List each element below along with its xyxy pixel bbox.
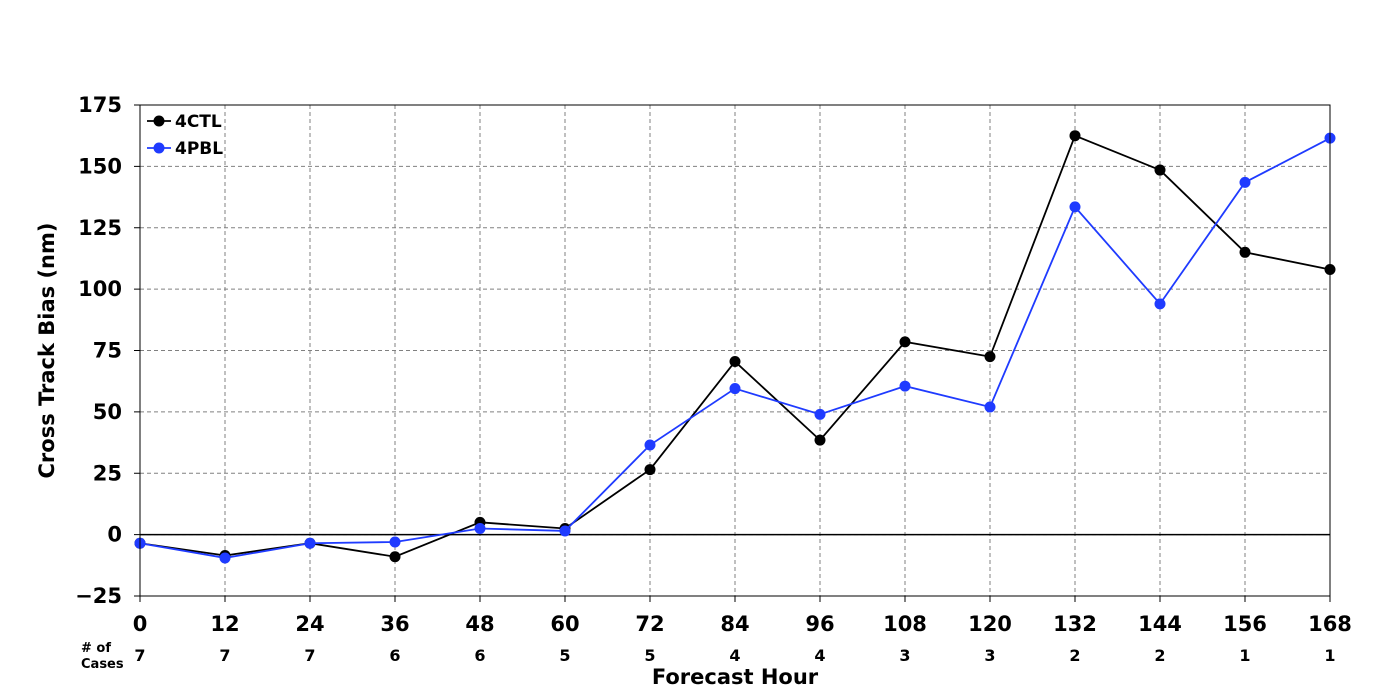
x-tick-label: 156	[1223, 612, 1267, 636]
cases-count: 6	[389, 646, 400, 665]
y-axis-ticks: 175 150 125 100 75 50 25 0 −25	[75, 93, 140, 608]
legend-item-4PBL: 4PBL	[147, 139, 223, 159]
x-tick-label: 144	[1138, 612, 1182, 636]
legend-label: 4PBL	[175, 139, 223, 159]
cases-count: 2	[1154, 646, 1165, 665]
y-tick-label: 125	[78, 216, 122, 240]
data-point-4CTL-72	[644, 464, 656, 476]
cases-count: 7	[219, 646, 230, 665]
grid-lines	[140, 105, 1330, 596]
legend-marker-swatch	[153, 142, 165, 154]
y-tick-label: 75	[93, 339, 122, 363]
data-point-4CTL-36	[389, 551, 401, 563]
cases-count: 5	[644, 646, 655, 665]
data-point-4CTL-144	[1154, 164, 1166, 176]
data-point-4CTL-132	[1069, 130, 1081, 142]
data-point-4PBL-60	[559, 525, 571, 537]
x-tick-label: 96	[805, 612, 834, 636]
x-tick-label: 132	[1053, 612, 1097, 636]
legend-marker-swatch	[153, 115, 165, 127]
x-tick-label: 72	[635, 612, 664, 636]
x-tick-label: 120	[968, 612, 1012, 636]
legend-item-4CTL: 4CTL	[147, 112, 222, 132]
data-point-4PBL-96	[814, 408, 826, 420]
data-point-4CTL-84	[729, 356, 741, 368]
cases-count: 6	[474, 646, 485, 665]
cases-row-label-line1: # of	[81, 641, 111, 656]
data-point-4PBL-84	[729, 383, 741, 395]
data-point-4PBL-132	[1069, 201, 1081, 213]
x-tick-label: 108	[883, 612, 927, 636]
y-tick-label: 25	[93, 461, 122, 485]
data-point-4PBL-120	[984, 401, 996, 413]
cases-count: 4	[814, 646, 825, 665]
x-axis-label: Forecast Hour	[652, 665, 819, 689]
data-point-4PBL-24	[304, 537, 316, 549]
x-tick-label: 60	[550, 612, 579, 636]
x-axis-ticks: 0 12 24 36 48 60 72 84 96 108 120 132 144 156 168	[133, 596, 1352, 636]
cases-count: 3	[984, 646, 995, 665]
data-point-4CTL-96	[814, 434, 826, 446]
x-tick-label: 36	[380, 612, 409, 636]
y-tick-label: −25	[75, 584, 122, 608]
data-point-4PBL-12	[219, 552, 231, 564]
series-line-4PBL	[139, 137, 1331, 559]
legend-label: 4CTL	[175, 112, 222, 132]
x-tick-label: 84	[720, 612, 749, 636]
cases-count: 1	[1239, 646, 1250, 665]
cases-row-label-line2: Cases	[81, 657, 124, 672]
data-point-4PBL-108	[899, 380, 911, 392]
y-tick-label: 50	[93, 400, 122, 424]
x-tick-label: 12	[210, 612, 239, 636]
y-tick-label: 150	[78, 154, 122, 178]
legend: 4CTL 4PBL	[147, 112, 223, 159]
data-point-4PBL-48	[474, 522, 486, 534]
cases-count: 7	[304, 646, 315, 665]
cases-count: 5	[559, 646, 570, 665]
data-point-4CTL-156	[1239, 246, 1251, 258]
data-point-4PBL-36	[389, 536, 401, 548]
data-point-4CTL-120	[984, 351, 996, 363]
y-axis-label: Cross Track Bias (nm)	[35, 223, 59, 479]
x-tick-label: 48	[465, 612, 494, 636]
x-tick-label: 0	[133, 612, 148, 636]
cases-count: 7	[134, 646, 145, 665]
series-4PBL	[134, 132, 1336, 564]
y-tick-label: 0	[107, 523, 122, 547]
cases-count: 1	[1324, 646, 1335, 665]
cases-count: 2	[1069, 646, 1080, 665]
data-point-4PBL-72	[644, 439, 656, 451]
x-tick-label: 168	[1308, 612, 1352, 636]
cases-row: # of Cases 7 7 7 6 6 5 5 4 4 3 3 2 2 1 1	[81, 641, 1336, 672]
data-point-4PBL-144	[1154, 298, 1166, 310]
data-point-4CTL-108	[899, 336, 911, 348]
cases-count: 3	[899, 646, 910, 665]
cases-count: 4	[729, 646, 740, 665]
y-tick-label: 175	[78, 93, 122, 117]
x-tick-label: 24	[295, 612, 324, 636]
y-tick-label: 100	[78, 277, 122, 301]
data-point-4PBL-156	[1239, 176, 1251, 188]
